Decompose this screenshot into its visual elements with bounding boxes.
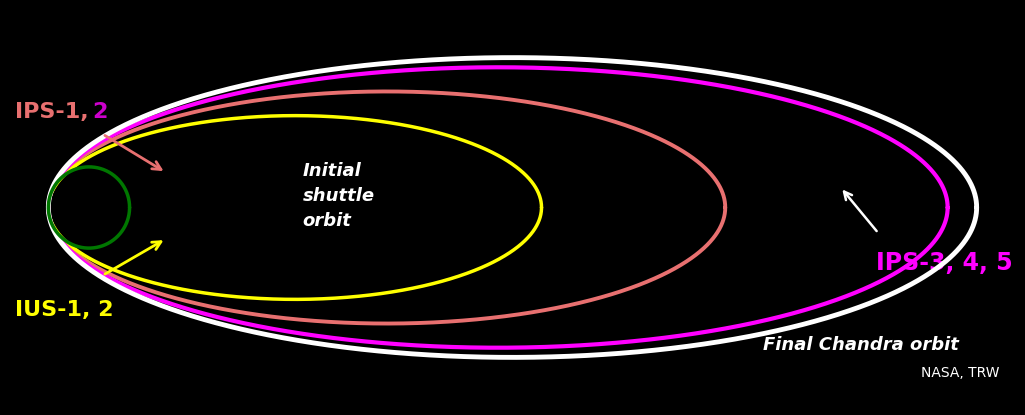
Text: IPS-3, 4, 5: IPS-3, 4, 5 xyxy=(876,251,1013,275)
Text: Initial
shuttle
orbit: Initial shuttle orbit xyxy=(302,163,374,230)
Text: NASA, TRW: NASA, TRW xyxy=(920,366,999,380)
Text: Final Chandra orbit: Final Chandra orbit xyxy=(763,337,959,354)
Text: IUS-1, 2: IUS-1, 2 xyxy=(15,300,114,320)
Text: 2: 2 xyxy=(92,102,108,122)
Text: IPS-1,: IPS-1, xyxy=(15,102,96,122)
